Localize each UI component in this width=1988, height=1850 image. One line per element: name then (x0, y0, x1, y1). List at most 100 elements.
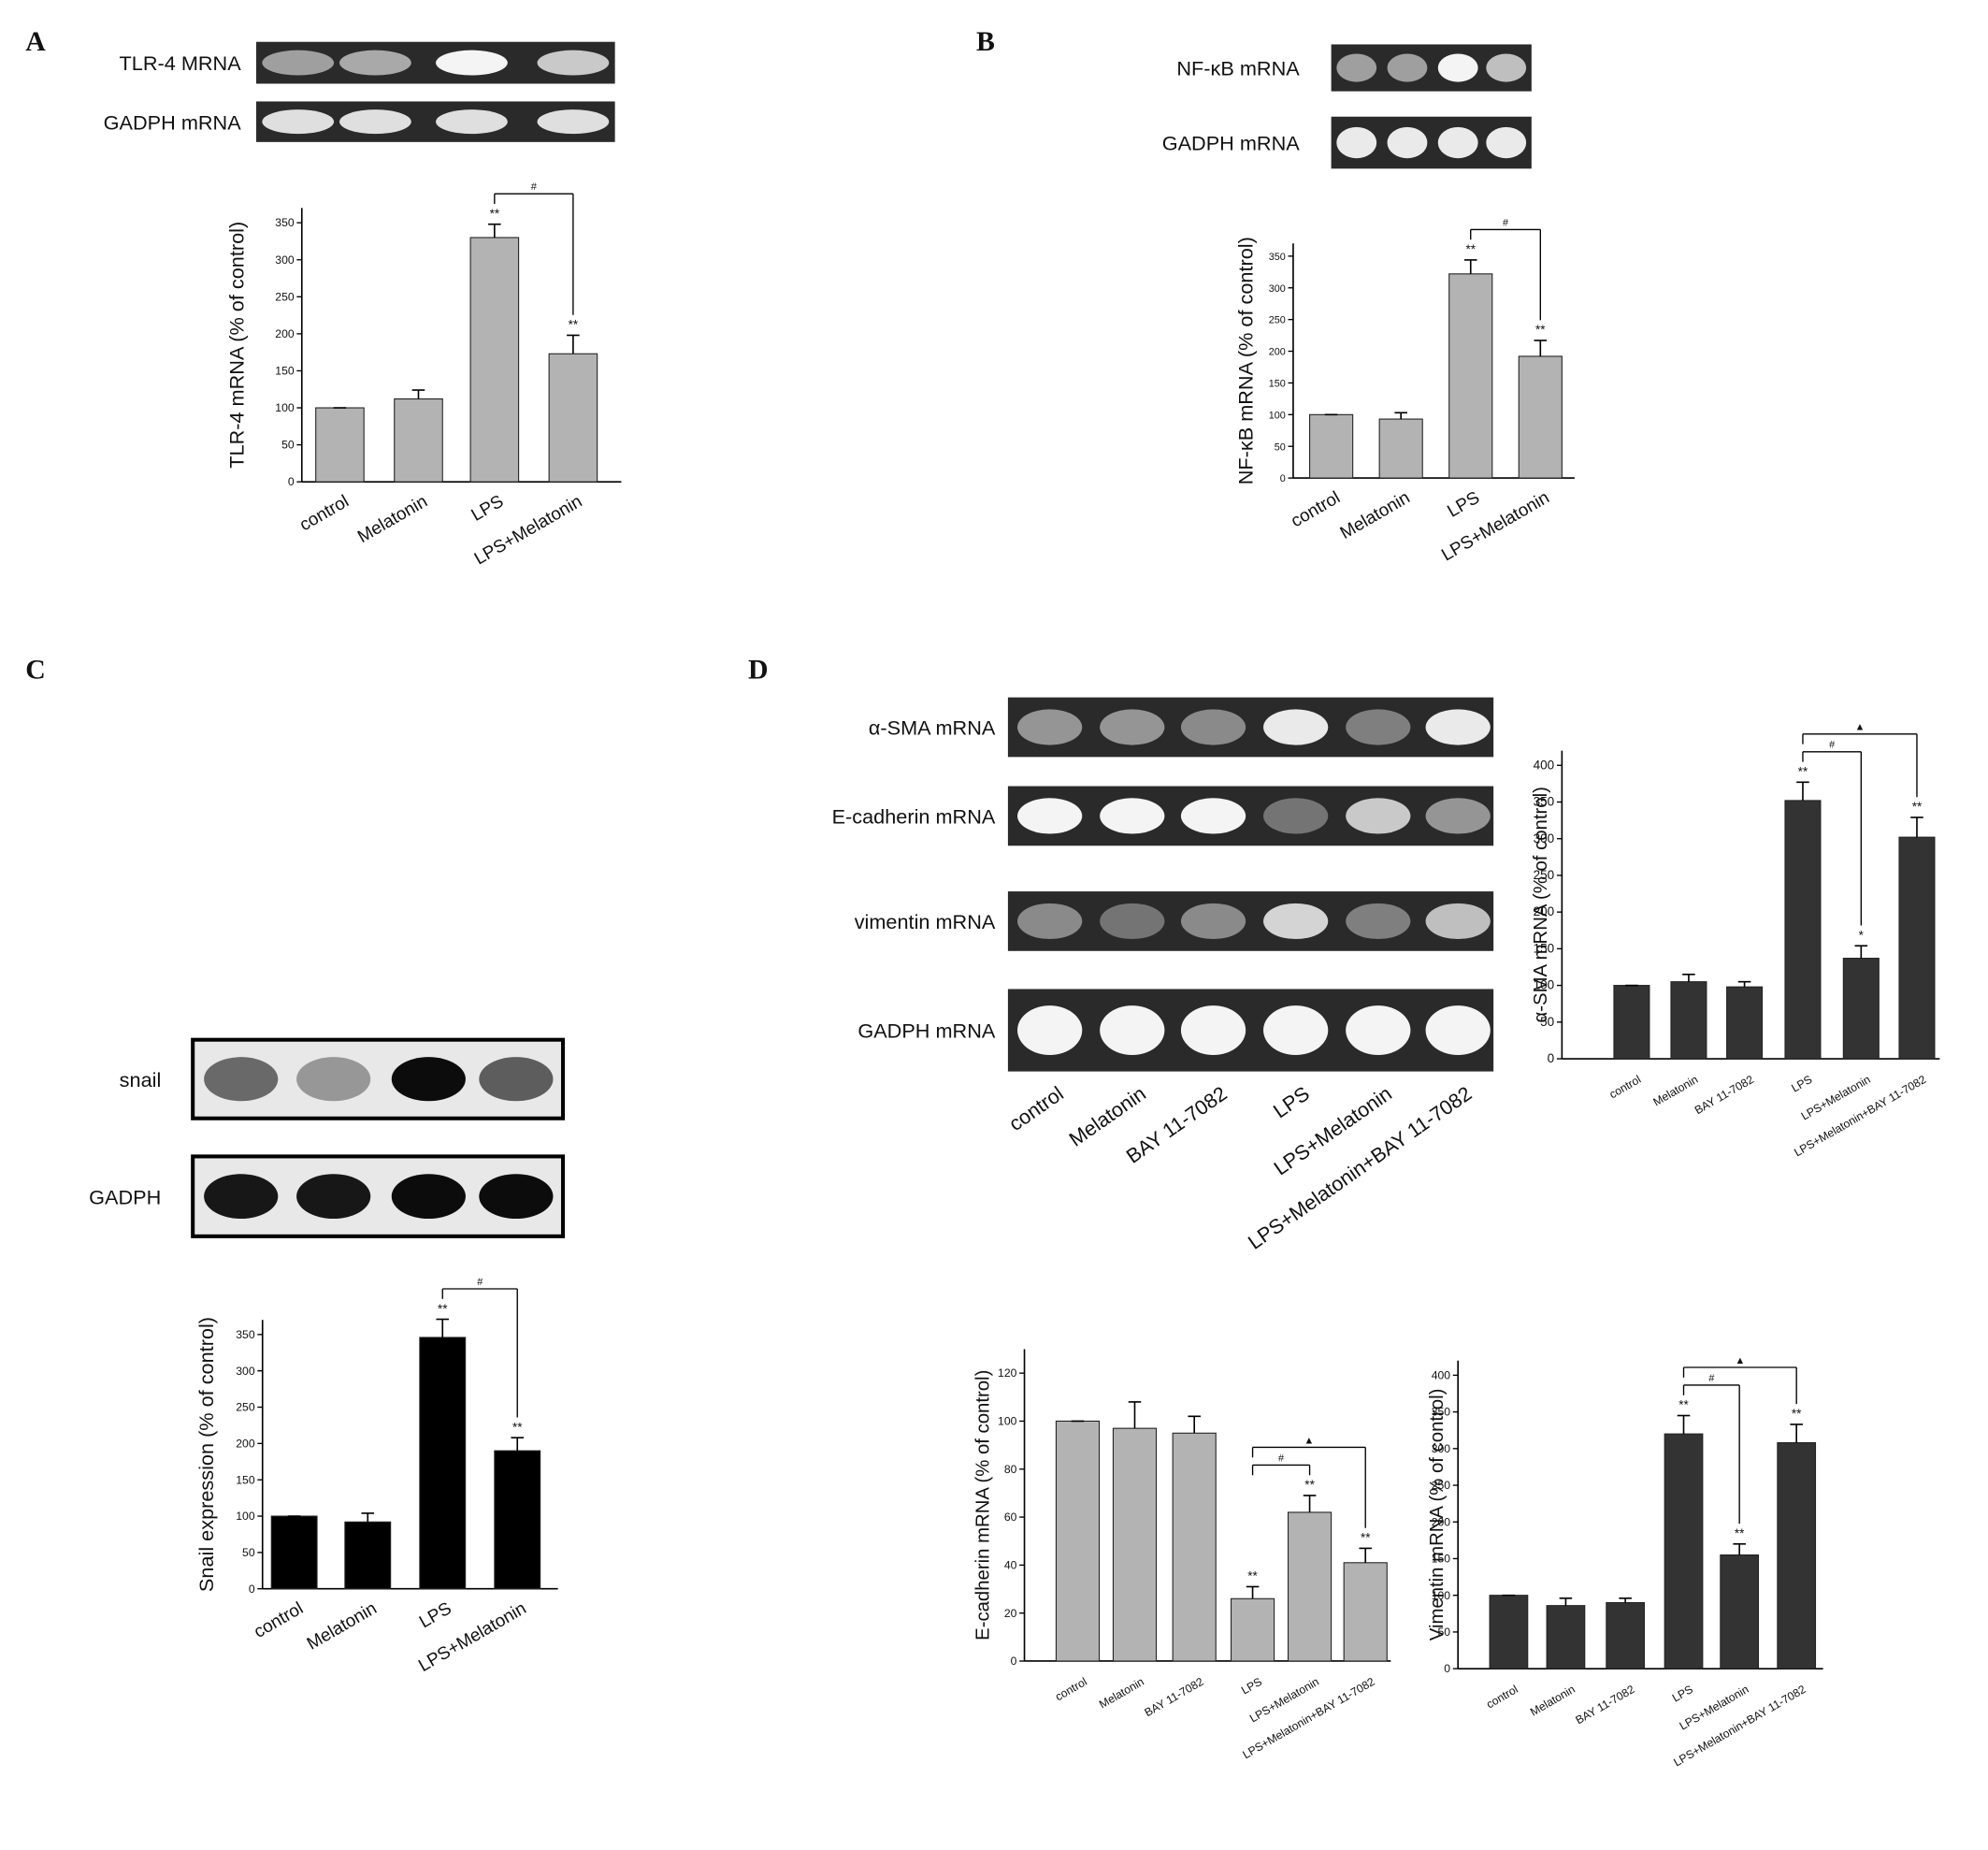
bar (1726, 986, 1764, 1060)
gel (1007, 697, 1494, 758)
band (1346, 709, 1411, 745)
bar (494, 1450, 541, 1590)
y-tick-label: 0 (288, 475, 295, 488)
bar (1448, 273, 1493, 479)
blot-label: GADPH mRNA (104, 110, 242, 134)
band (1180, 903, 1246, 940)
bar (1309, 413, 1354, 479)
band (1180, 798, 1246, 834)
blot-label: snail (120, 1068, 162, 1091)
bar (1777, 1441, 1817, 1669)
band (1425, 709, 1491, 745)
band (1336, 53, 1377, 82)
significance: ** (1912, 800, 1923, 814)
band (479, 1174, 554, 1220)
y-tick-label: 200 (1432, 1515, 1451, 1528)
bar (1613, 985, 1650, 1060)
y-tick-label: 0 (1011, 1655, 1017, 1668)
band (1263, 1005, 1329, 1055)
bar (1842, 958, 1880, 1060)
band (1486, 53, 1527, 82)
y-tick-label: 40 (1004, 1558, 1017, 1571)
y-tick-label: 150 (1534, 941, 1555, 955)
x-tick-label: LPS (1789, 1073, 1814, 1095)
x-tick-label: control (1607, 1073, 1644, 1101)
band (436, 50, 508, 76)
significance: ** (512, 1420, 523, 1434)
band (1346, 1005, 1411, 1055)
y-tick-label: 100 (1432, 1589, 1451, 1602)
y-axis-label: Snail expression (% of control) (194, 1317, 218, 1592)
bracket-label: # (477, 1277, 483, 1288)
band (339, 109, 411, 135)
x-tick-label: Melatonin (304, 1598, 381, 1654)
bracket-label: # (1278, 1453, 1284, 1464)
y-tick-label: 20 (1004, 1607, 1017, 1620)
x-tick-label: LPS (1670, 1683, 1695, 1705)
gel (1007, 786, 1494, 846)
y-tick-label: 150 (236, 1473, 255, 1486)
bar (1172, 1432, 1217, 1662)
band (436, 109, 508, 135)
significance: ** (1735, 1526, 1745, 1540)
y-tick-label: 100 (1269, 410, 1286, 421)
y-tick-label: 50 (1540, 1015, 1554, 1029)
blot-label: GADPH (89, 1185, 161, 1208)
y-tick-label: 100 (275, 401, 295, 414)
y-tick-label: 250 (236, 1401, 255, 1414)
bar (344, 1521, 392, 1590)
band (1346, 903, 1411, 940)
bar (394, 397, 443, 483)
bracket-label: # (1708, 1373, 1714, 1384)
band (204, 1057, 279, 1102)
x-tick-label: Melatonin (1097, 1675, 1146, 1712)
y-tick-label: 350 (1269, 252, 1286, 263)
y-tick-label: 300 (1432, 1442, 1451, 1455)
blot-label: vimentin mRNA (855, 910, 996, 933)
x-tick-label: Melatonin (1651, 1073, 1701, 1109)
y-tick-label: 0 (249, 1583, 255, 1596)
x-tick-label: control (1484, 1683, 1520, 1711)
band (537, 50, 610, 76)
y-tick-label: 200 (1269, 347, 1286, 358)
significance: ** (1247, 1569, 1258, 1583)
band (1437, 126, 1478, 159)
gel (1007, 989, 1494, 1072)
y-axis-label: NF-κB mRNA (% of control) (1234, 237, 1258, 484)
band (1387, 126, 1428, 159)
panel-label: A (25, 26, 46, 57)
band (296, 1174, 371, 1220)
significance: ** (1798, 765, 1808, 779)
bar (1898, 836, 1936, 1060)
y-tick-label: 50 (1275, 441, 1286, 453)
y-tick-label: 60 (1004, 1510, 1017, 1524)
significance: ** (1792, 1407, 1802, 1421)
y-tick-label: 50 (281, 439, 295, 452)
lane-label: LPS (1269, 1081, 1314, 1122)
band (537, 109, 610, 135)
significance: ** (438, 1302, 448, 1316)
y-tick-label: 0 (1280, 473, 1286, 484)
band (1263, 903, 1329, 940)
x-tick-label: BAY 11-7082 (1143, 1675, 1206, 1719)
bar (1720, 1554, 1760, 1669)
y-axis-label: Vimentin mRNA (% of control) (1427, 1389, 1448, 1641)
band (1486, 126, 1527, 159)
band (1425, 798, 1491, 834)
y-tick-label: 150 (1432, 1553, 1451, 1566)
y-tick-label: 250 (1269, 315, 1286, 326)
y-tick-label: 150 (1269, 378, 1286, 389)
significance: ** (1465, 242, 1476, 256)
blot-label: GADPH mRNA (857, 1019, 996, 1043)
band (1017, 903, 1083, 940)
bar (1230, 1597, 1275, 1662)
y-tick-label: 350 (1534, 795, 1555, 809)
bar (1664, 1433, 1704, 1669)
bar (548, 353, 598, 483)
panel-label: D (748, 654, 769, 685)
y-tick-label: 400 (1534, 758, 1555, 772)
band (1263, 709, 1329, 745)
bar (1055, 1420, 1101, 1662)
y-tick-label: 150 (275, 365, 295, 378)
bar (1784, 800, 1822, 1060)
